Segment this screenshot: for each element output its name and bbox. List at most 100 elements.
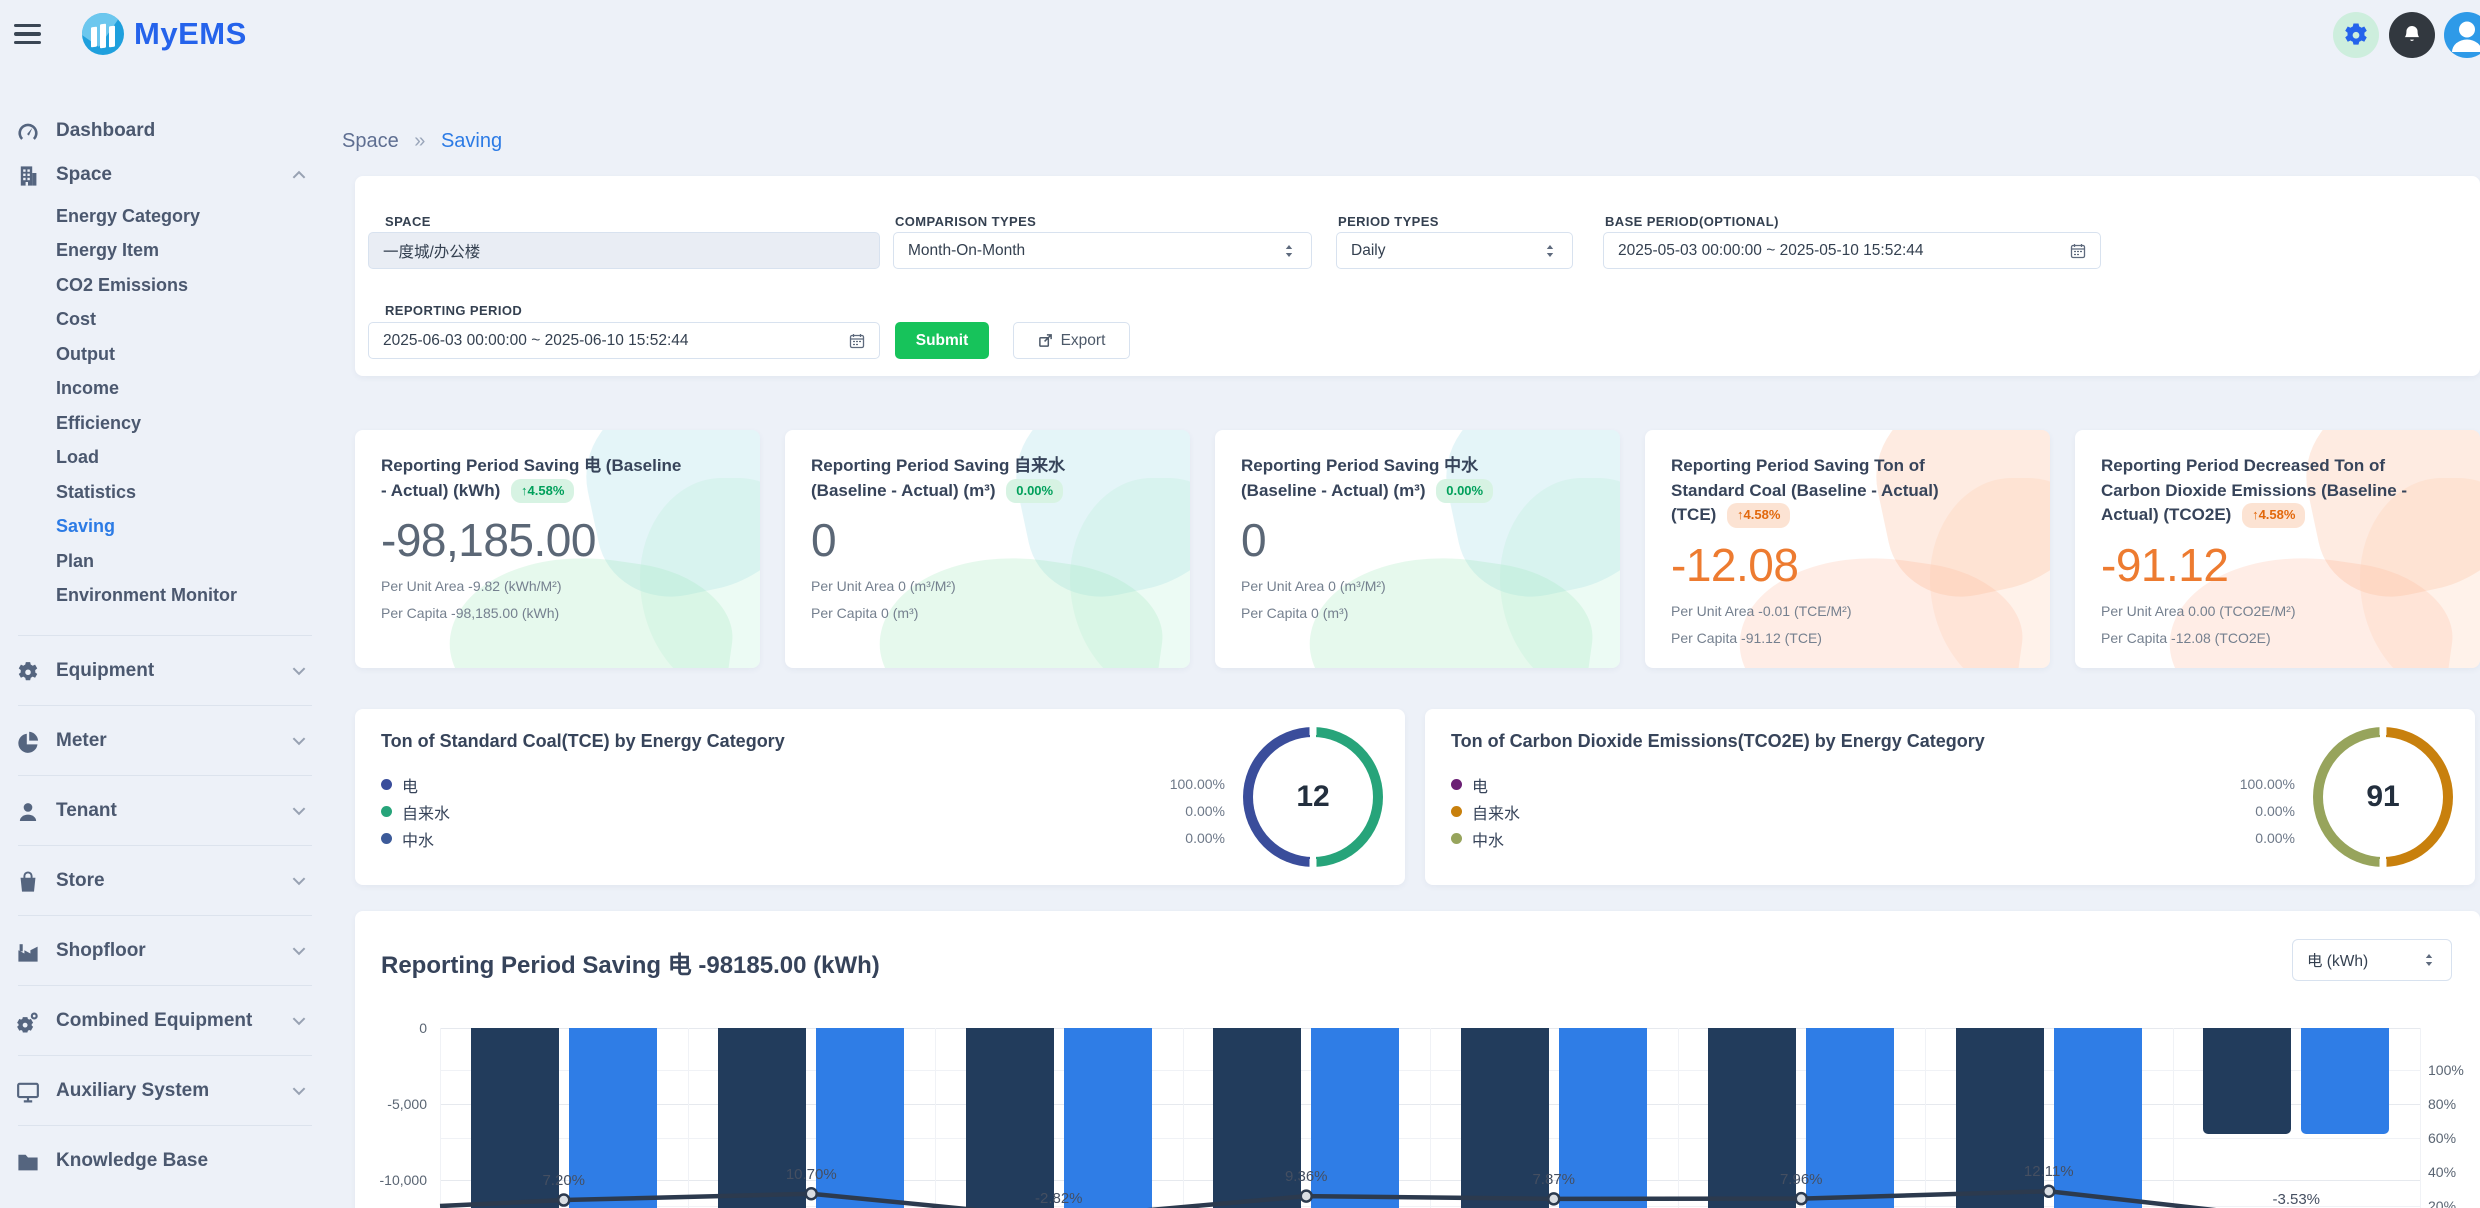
sidebar-item-combined-equipment[interactable]: Combined Equipment: [0, 986, 330, 1055]
sidebar-item-load[interactable]: Load: [56, 447, 99, 468]
sidebar-divider: [18, 705, 312, 706]
sidebar-item-statistics[interactable]: Statistics: [56, 481, 137, 502]
sidebar-item-income[interactable]: Income: [56, 378, 120, 399]
change-badge: ↑4.58%: [511, 478, 575, 504]
brand-name: MyEMS: [134, 16, 247, 51]
stat-card-title: Reporting Period Decreased Ton of Carbon…: [2101, 454, 2412, 529]
per-capita: Per Capita -98,185.00 (kWh): [381, 605, 560, 622]
export-button[interactable]: Export: [1013, 322, 1130, 359]
per-capita: Per Capita 0 (m³): [811, 605, 919, 622]
stat-card-title: Reporting Period Saving 中水 (Baseline - A…: [1241, 454, 1552, 504]
hamburger-menu-icon[interactable]: [14, 24, 44, 46]
rate-line-marker: [1794, 1191, 1808, 1206]
calendar-icon: [2070, 243, 2086, 258]
calendar-icon: [849, 333, 865, 348]
factory-icon: [16, 940, 40, 962]
sidebar-item-cost[interactable]: Cost: [56, 309, 96, 330]
sidebar-divider: [18, 985, 312, 986]
rate-label-group-3: -2.82%: [1034, 1190, 1083, 1208]
sidebar-item-energy-category[interactable]: Energy Category: [56, 205, 201, 226]
per-capita: Per Capita -12.08 (TCO2E): [2101, 630, 2271, 647]
dark-bar-group-2: [718, 1028, 807, 1208]
space-input-value: 一度城/办公楼: [383, 243, 481, 261]
gridline: [2172, 1028, 2174, 1208]
sidebar-item-space[interactable]: Space: [0, 153, 330, 197]
legend-item-[interactable]: 中水: [1451, 825, 1520, 852]
sidebar-item-saving[interactable]: Saving: [56, 516, 116, 537]
comparison-types-select[interactable]: Month-On-Month: [893, 232, 1312, 269]
export-button-label: Export: [1060, 331, 1106, 349]
dark-bar-group-4: [1213, 1028, 1302, 1208]
sidebar-item-energy-item[interactable]: Energy Item: [56, 240, 160, 261]
sidebar-item-output[interactable]: Output: [56, 343, 115, 364]
tco2e-card-title: Ton of Carbon Dioxide Emissions(TCO2E) b…: [1451, 731, 1985, 751]
brand-logo[interactable]: MyEMS: [82, 13, 247, 55]
sidebar-item-plan[interactable]: Plan: [56, 550, 95, 571]
rate-line-marker: [557, 1193, 571, 1207]
donut-percent-column: 100.00% 0.00% 0.00%: [2205, 771, 2295, 852]
sidebar-item-efficiency[interactable]: Efficiency: [56, 412, 142, 433]
tce-card-title: Ton of Standard Coal(TCE) by Energy Cate…: [381, 731, 785, 751]
sidebar-divider: [18, 915, 312, 916]
period-types-select[interactable]: Daily: [1336, 232, 1573, 269]
notifications-bell-icon[interactable]: [2389, 12, 2435, 58]
sidebar-item-label: Equipment: [56, 659, 155, 681]
sidebar-item-meter[interactable]: Meter: [0, 706, 330, 775]
breadcrumb-space[interactable]: Space: [342, 130, 399, 152]
rate-label-group-1: 7.20%: [542, 1172, 586, 1190]
sidebar-item-co2-emissions[interactable]: CO2 Emissions: [56, 274, 189, 295]
legend-item-[interactable]: 自来水: [381, 798, 450, 825]
stat-value: 0: [811, 514, 837, 567]
legend-item-[interactable]: 电: [381, 771, 450, 798]
reporting-period-input[interactable]: 2025-06-03 00:00:00 ~ 2025-06-10 15:52:4…: [368, 322, 880, 359]
select-arrows-icon: [1285, 244, 1293, 257]
sidebar-item-environment-monitor[interactable]: Environment Monitor: [56, 585, 237, 606]
chart-unit-select[interactable]: 电 (kWh): [2292, 939, 2452, 981]
blue-bar-group-8: [2301, 1028, 2390, 1135]
sidebar-item-dashboard[interactable]: Dashboard: [0, 109, 330, 153]
percent-value: 100.00%: [2239, 776, 2295, 792]
chevron-down-icon: [290, 942, 308, 960]
space-input[interactable]: 一度城/办公楼: [368, 232, 880, 269]
blue-bar-group-1: [568, 1028, 657, 1208]
dark-bar-group-6: [1708, 1028, 1797, 1208]
legend-label: 自来水: [1472, 805, 1521, 823]
gridline: [1430, 1028, 1431, 1208]
change-badge: 0.00%: [1006, 478, 1064, 504]
legend-item-[interactable]: 中水: [381, 825, 450, 852]
rate-label-group-8: -3.53%: [2272, 1191, 2321, 1208]
rate-line-marker: [2042, 1184, 2056, 1198]
legend-label: 电: [402, 778, 419, 796]
sidebar-item-tenant[interactable]: Tenant: [0, 776, 330, 845]
sidebar-item-shopfloor[interactable]: Shopfloor: [0, 916, 330, 985]
space-label: SPACE: [385, 214, 431, 229]
settings-gear-icon[interactable]: [2333, 12, 2379, 58]
top-navbar: MyEMS: [0, 0, 2480, 70]
sidebar-item-store[interactable]: Store: [0, 846, 330, 915]
rate-line-marker: [1299, 1189, 1313, 1203]
legend-dot-icon: [1451, 833, 1462, 844]
user-avatar-icon[interactable]: [2444, 12, 2480, 58]
stat-title-text: Reporting Period Saving 电 (Baseline - Ac…: [381, 456, 682, 500]
comparison-types-value: Month-On-Month: [908, 241, 1026, 259]
sidebar-item-knowledge-base[interactable]: Knowledge Base: [0, 1126, 330, 1195]
gridline: [440, 1028, 441, 1208]
chevron-down-icon: [290, 872, 308, 890]
sidebar-submenu-space: Energy Category Energy Item CO2 Emissions C…: [0, 197, 330, 615]
y-axis-left-tick: 0: [419, 1020, 427, 1036]
base-period-input[interactable]: 2025-05-03 00:00:00 ~ 2025-05-10 15:52:4…: [1603, 232, 2101, 269]
submit-button[interactable]: Submit: [895, 322, 989, 359]
sidebar-divider: [18, 1055, 312, 1056]
gauge-icon: [16, 120, 40, 142]
legend-item-[interactable]: 自来水: [1451, 798, 1520, 825]
sidebar-item-auxiliary-system[interactable]: Auxiliary System: [0, 1056, 330, 1125]
legend-dot-icon: [1451, 806, 1462, 817]
percent-value: 100.00%: [1169, 776, 1225, 792]
chevron-down-icon: [290, 1012, 308, 1030]
y-axis-right-tick: 60%: [2428, 1130, 2457, 1146]
legend-item-[interactable]: 电: [1451, 771, 1520, 798]
breadcrumb-saving[interactable]: Saving: [440, 130, 503, 152]
sidebar-item-equipment[interactable]: Equipment: [0, 636, 330, 705]
donut-center-value: 12: [1253, 737, 1373, 857]
sidebar-item-label: Shopfloor: [56, 939, 146, 961]
